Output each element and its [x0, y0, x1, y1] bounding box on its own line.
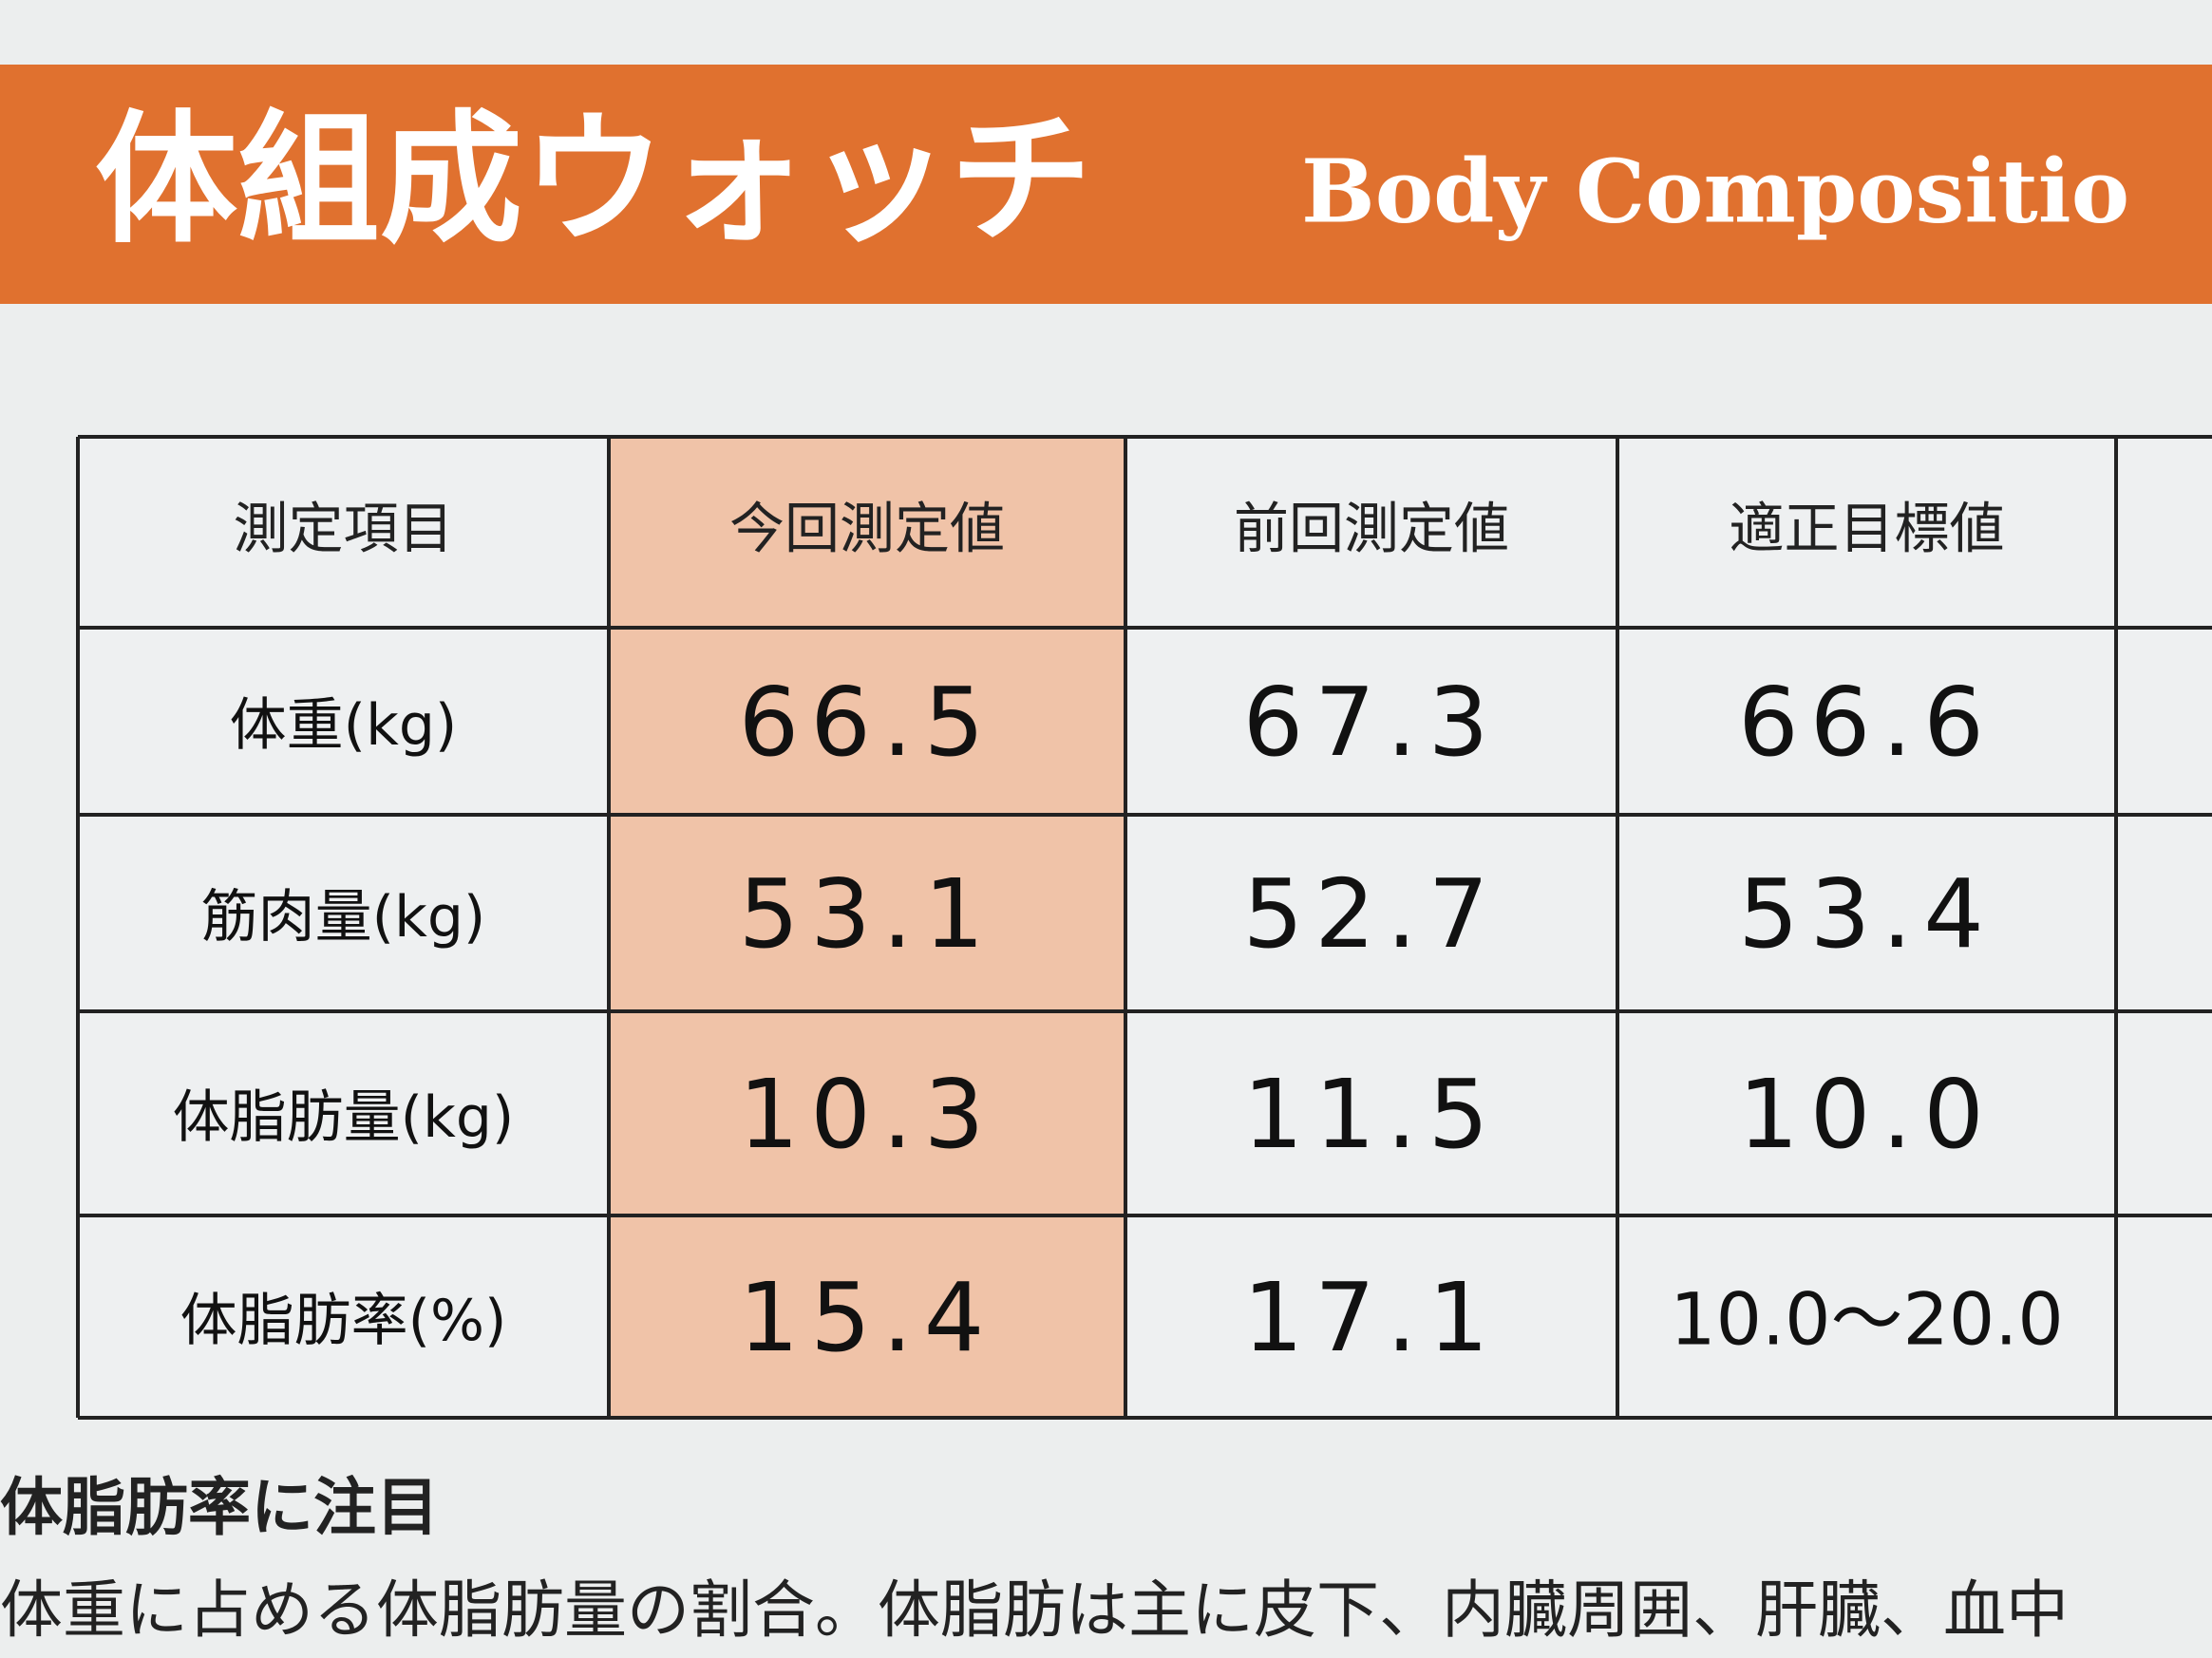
table-bg	[78, 437, 2212, 1418]
cell-value: 17.1	[1243, 1262, 1501, 1373]
header-band	[0, 65, 2212, 304]
column-header: 測定項目	[233, 497, 453, 561]
cell-value: 10.3	[739, 1059, 996, 1170]
section-heading: 体脂肪率に注目	[0, 1471, 439, 1544]
cell-value: 52.7	[1243, 858, 1501, 970]
row-label: 体重(kg)	[230, 692, 458, 759]
cell-value: 10.0	[1738, 1059, 1995, 1170]
row-label: 筋肉量(kg)	[201, 884, 486, 951]
cell-value: 66.6	[1738, 667, 1995, 778]
cell-value: 11.5	[1243, 1059, 1501, 1170]
header-title: 体組成ウォッチ	[95, 98, 1092, 263]
column-header: 適正目標値	[1729, 497, 2004, 561]
section-text: 体重に占める体脂肪量の割合。体脂肪は主に皮下、内臓周囲、肝臓、血中	[0, 1573, 2069, 1647]
cell-value: 15.4	[739, 1262, 996, 1373]
row-label: 体脂肪率(%)	[180, 1288, 507, 1354]
header-subtitle: Body Compositio	[1301, 141, 2129, 243]
cell-value: 53.4	[1738, 858, 1995, 970]
row-label: 体脂肪量(kg)	[173, 1084, 515, 1151]
column-header: 今回測定値	[729, 497, 1005, 561]
highlight-column	[609, 437, 1125, 1418]
column-header: 前回測定値	[1234, 497, 1509, 561]
cell-value: 66.5	[739, 667, 996, 778]
cell-value: 10.0〜20.0	[1670, 1276, 2063, 1361]
cell-value: 53.1	[739, 858, 996, 970]
cell-value: 67.3	[1243, 667, 1501, 778]
